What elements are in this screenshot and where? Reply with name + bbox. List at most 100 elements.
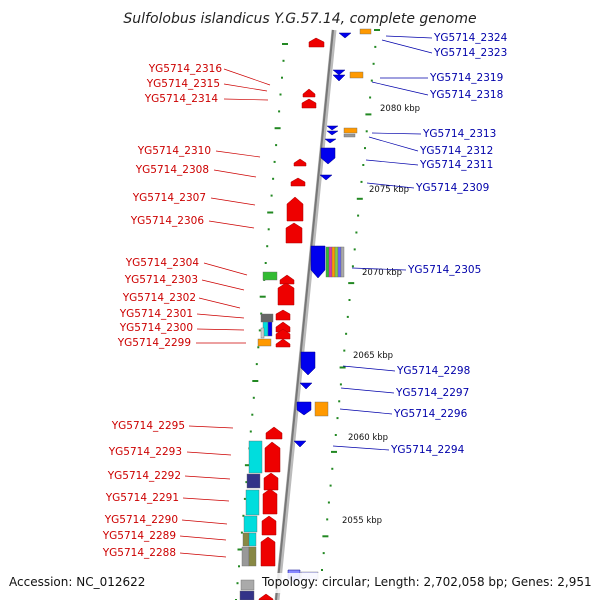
- gene-arrow[interactable]: [296, 401, 312, 416]
- gene-arrow[interactable]: [326, 130, 339, 136]
- gene-label[interactable]: YG5714_2314: [144, 93, 219, 105]
- gene-arrow[interactable]: [326, 125, 339, 131]
- gene-arrow[interactable]: [275, 328, 291, 340]
- gene-box-cyan[interactable]: [248, 440, 263, 474]
- gene-label[interactable]: YG5714_2307: [132, 192, 206, 204]
- gene-label[interactable]: YG5714_2313: [422, 128, 496, 140]
- gene-arrow[interactable]: [261, 515, 277, 536]
- ruler-tick: [365, 113, 372, 116]
- gene-arrow[interactable]: [293, 440, 307, 448]
- gene-label[interactable]: YG5714_2301: [119, 308, 193, 320]
- gene-arrow[interactable]: [285, 222, 303, 244]
- gene-label[interactable]: YG5714_2315: [146, 78, 220, 90]
- gene-arrow[interactable]: [275, 338, 291, 348]
- gene-label[interactable]: YG5714_2294: [390, 444, 465, 456]
- gene-label[interactable]: YG5714_2292: [107, 470, 181, 482]
- gene-box-cyan[interactable]: [248, 532, 257, 547]
- gene-label[interactable]: YG5714_2309: [415, 182, 489, 194]
- gene-box-gray[interactable]: [260, 327, 265, 339]
- gene-label[interactable]: YG5714_2289: [102, 530, 176, 542]
- gene-box-olive[interactable]: [248, 546, 257, 567]
- gene-box-gray[interactable]: [260, 313, 274, 323]
- gene-box-gray[interactable]: [343, 133, 356, 138]
- gene-label[interactable]: YG5714_2297: [395, 387, 469, 399]
- gene-arrow[interactable]: [308, 37, 325, 48]
- gene-arrow[interactable]: [262, 488, 278, 515]
- gene-label[interactable]: YG5714_2288: [102, 547, 176, 559]
- gene-arrow[interactable]: [324, 138, 337, 144]
- gene-label[interactable]: YG5714_2308: [135, 164, 209, 176]
- gene-box-blue[interactable]: [267, 321, 273, 337]
- gene-box-gray[interactable]: [340, 246, 345, 278]
- gene-label[interactable]: YG5714_2295: [111, 420, 185, 432]
- gene-label[interactable]: YG5714_2290: [104, 514, 178, 526]
- ruler-tick: [281, 76, 283, 79]
- gene-label[interactable]: YG5714_2291: [105, 492, 179, 504]
- gene-box-orange[interactable]: [349, 71, 364, 79]
- gene-box-orange[interactable]: [257, 338, 272, 347]
- gene-arrow[interactable]: [320, 147, 336, 165]
- gene-arrow[interactable]: [302, 88, 316, 98]
- gene-arrow[interactable]: [299, 382, 313, 390]
- gene-box-cyan[interactable]: [243, 515, 258, 533]
- gene-label[interactable]: YG5714_2293: [108, 446, 182, 458]
- gene-box-orange[interactable]: [343, 127, 358, 134]
- gene-box-green[interactable]: [334, 246, 339, 278]
- gene-box-orange[interactable]: [359, 28, 372, 35]
- gene-arrow[interactable]: [301, 98, 317, 109]
- gene-box-navy[interactable]: [239, 590, 255, 600]
- gene-label[interactable]: YG5714_2305: [407, 264, 481, 276]
- gene-arrow[interactable]: [300, 351, 316, 376]
- genome-backbone: [274, 29, 337, 600]
- gene-label[interactable]: YG5714_2300: [119, 322, 193, 334]
- gene-box-magenta[interactable]: [328, 246, 333, 278]
- gene-arrow[interactable]: [310, 245, 326, 279]
- gene-arrow[interactable]: [332, 74, 346, 82]
- gene-arrow[interactable]: [258, 593, 274, 600]
- gene-arrow[interactable]: [319, 174, 333, 181]
- gene-arrow[interactable]: [275, 309, 291, 321]
- gene-label[interactable]: YG5714_2304: [125, 257, 200, 269]
- left-leader-lines: [179, 68, 271, 558]
- right-leader-lines: [332, 35, 433, 451]
- gene-arrow[interactable]: [332, 69, 346, 76]
- gene-label[interactable]: YG5714_2312: [419, 145, 493, 157]
- gene-label[interactable]: YG5714_2306: [130, 215, 205, 227]
- gene-label[interactable]: YG5714_2310: [137, 145, 211, 157]
- gene-arrow[interactable]: [279, 274, 295, 285]
- gene-box-orange[interactable]: [331, 246, 336, 278]
- gene-label[interactable]: YG5714_2303: [124, 274, 198, 286]
- gene-arrow[interactable]: [286, 196, 304, 222]
- gene-box-olive[interactable]: [242, 532, 250, 547]
- gene-arrow[interactable]: [275, 321, 291, 333]
- gene-arrow[interactable]: [277, 282, 295, 306]
- ruler-tick: [249, 430, 252, 433]
- gene-label[interactable]: YG5714_2318: [429, 89, 503, 101]
- gene-arrow[interactable]: [265, 426, 283, 440]
- gene-label[interactable]: YG5714_2323: [433, 47, 507, 59]
- gene-label[interactable]: YG5714_2311: [419, 159, 493, 171]
- gene-box-green[interactable]: [262, 271, 278, 281]
- gene-box-navy[interactable]: [246, 473, 261, 489]
- gene-arrow[interactable]: [338, 32, 352, 39]
- ruler-tick: [270, 194, 273, 197]
- gene-box-green[interactable]: [325, 246, 330, 278]
- gene-label[interactable]: YG5714_2324: [433, 32, 508, 44]
- gene-label[interactable]: YG5714_2302: [122, 292, 196, 304]
- gene-box-cyan[interactable]: [245, 489, 260, 516]
- ruler-tick: [266, 245, 269, 248]
- gene-label[interactable]: YG5714_2319: [429, 72, 503, 84]
- gene-box-gray[interactable]: [241, 546, 250, 567]
- gene-label[interactable]: YG5714_2296: [393, 408, 468, 420]
- gene-label[interactable]: YG5714_2299: [117, 337, 191, 349]
- gene-label[interactable]: YG5714_2298: [396, 365, 470, 377]
- gene-box-gray[interactable]: [240, 579, 255, 591]
- gene-arrow[interactable]: [290, 177, 306, 187]
- gene-label[interactable]: YG5714_2316: [148, 63, 223, 75]
- gene-box-orange[interactable]: [314, 401, 329, 417]
- gene-arrow[interactable]: [293, 158, 307, 167]
- gene-box-blue[interactable]: [337, 246, 342, 278]
- gene-arrow[interactable]: [260, 536, 276, 567]
- gene-arrow[interactable]: [264, 441, 281, 473]
- gene-arrow[interactable]: [263, 472, 279, 491]
